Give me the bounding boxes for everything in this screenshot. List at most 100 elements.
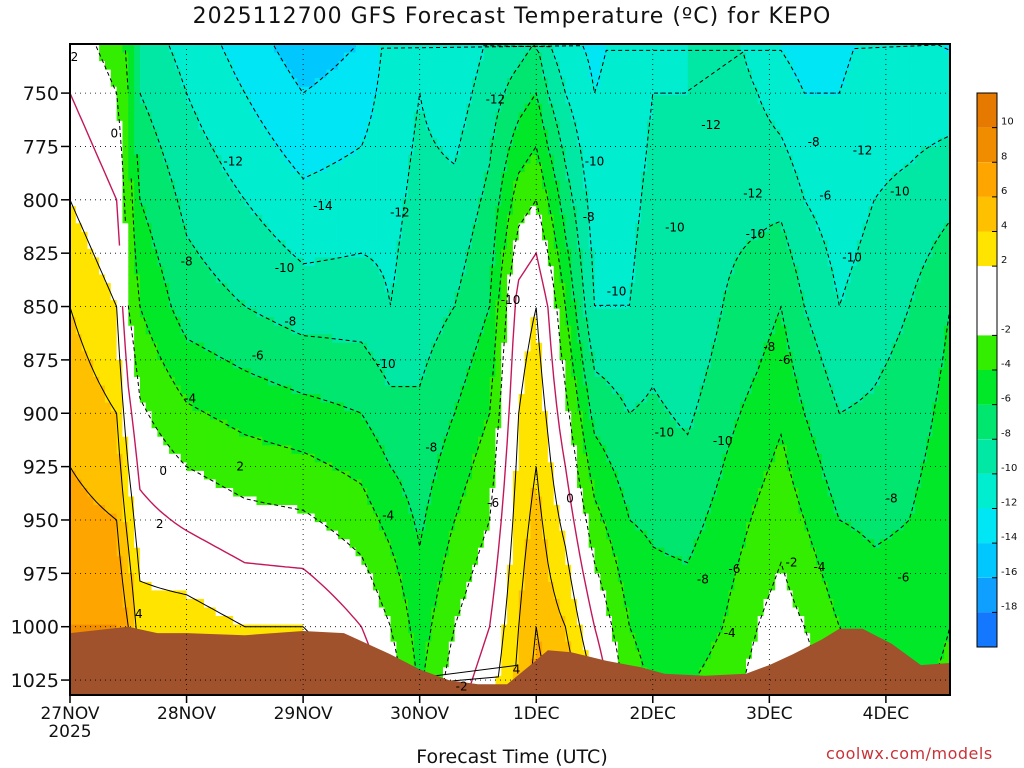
heat-cell <box>343 564 351 574</box>
heat-cell <box>163 283 170 293</box>
heat-cell <box>384 633 392 643</box>
heat-cell <box>122 479 129 489</box>
heat-cell <box>396 581 403 592</box>
heat-cell <box>297 624 304 634</box>
heat-cell <box>442 86 450 96</box>
heat-cell <box>134 436 141 446</box>
heat-cell <box>157 342 164 352</box>
heat-cell <box>99 479 106 489</box>
heat-cell <box>134 317 141 327</box>
heat-cell <box>343 308 351 318</box>
heat-cell <box>349 607 357 617</box>
heat-cell <box>303 172 310 182</box>
heat-cell <box>419 624 427 634</box>
heat-cell <box>408 445 415 455</box>
heat-cell <box>378 137 386 148</box>
heat-cell <box>326 445 333 455</box>
heat-cell <box>413 112 421 122</box>
heat-cell <box>151 394 159 404</box>
heat-cell <box>402 419 409 429</box>
heat-cell <box>204 359 211 370</box>
heat-cell <box>425 44 432 54</box>
heat-cell <box>314 616 322 626</box>
heat-cell <box>198 265 205 276</box>
heat-cell <box>151 385 159 395</box>
heat-cell <box>419 300 427 310</box>
heat-cell <box>419 180 427 190</box>
heat-cell <box>122 573 129 583</box>
heat-cell <box>425 206 432 216</box>
heat-cell <box>244 539 252 549</box>
heat-cell <box>70 78 77 88</box>
heat-cell <box>297 172 304 182</box>
heat-cell <box>209 573 217 583</box>
heat-cell <box>408 590 415 600</box>
heat-cell <box>233 120 240 130</box>
heat-cell <box>215 624 223 634</box>
heat-cell <box>244 487 252 498</box>
heat-cell <box>116 189 124 199</box>
heat-cell <box>413 129 421 139</box>
heat-cell <box>413 428 421 438</box>
heat-cell <box>256 163 263 173</box>
heat-cell <box>180 547 188 557</box>
heat-cell <box>151 317 159 327</box>
heat-cell <box>215 394 223 404</box>
heat-cell <box>93 522 100 532</box>
heat-cell <box>134 189 141 199</box>
heat-cell <box>262 505 269 515</box>
heat-cell <box>139 283 147 293</box>
heat-cell <box>367 351 374 361</box>
heat-cell <box>87 368 94 378</box>
heat-cell <box>151 291 159 301</box>
heat-cell <box>169 624 176 634</box>
heat-cell <box>186 137 193 148</box>
heat-cell <box>425 146 432 156</box>
heat-cell <box>285 564 293 574</box>
heat-cell <box>104 547 112 557</box>
heat-cell <box>128 283 135 293</box>
heat-cell <box>396 308 403 318</box>
heat-cell <box>204 120 211 130</box>
heat-cell <box>343 214 351 224</box>
heat-cell <box>239 317 246 327</box>
heat-cell <box>419 607 427 617</box>
heat-cell <box>163 120 170 130</box>
heat-cell <box>431 539 438 549</box>
heat-cell <box>378 513 386 523</box>
heat-cell <box>303 240 310 250</box>
heat-cell <box>373 69 380 79</box>
heat-cell <box>110 445 118 455</box>
heat-cell <box>291 52 298 62</box>
heat-cell <box>239 291 246 301</box>
heat-cell <box>174 436 182 446</box>
heat-cell <box>332 146 339 156</box>
heat-cell <box>221 351 228 361</box>
heat-cell <box>198 445 205 455</box>
heat-cell <box>134 394 141 404</box>
heat-cell <box>361 214 368 224</box>
heat-cell <box>338 462 345 472</box>
heat-cell <box>87 172 94 182</box>
heat-cell <box>437 513 444 523</box>
heat-cell <box>233 573 240 583</box>
heat-cell <box>384 616 392 626</box>
heat-cell <box>128 351 135 361</box>
heat-cell <box>128 513 135 523</box>
heat-cell <box>291 539 298 549</box>
heat-cell <box>343 556 351 566</box>
heat-cell <box>116 231 124 241</box>
heat-cell <box>332 385 339 395</box>
heat-cell <box>70 44 77 54</box>
heat-cell <box>273 624 281 634</box>
heat-cell <box>425 325 432 335</box>
heat-cell <box>402 154 409 165</box>
heat-cell <box>373 513 380 523</box>
heat-cell <box>262 69 269 79</box>
heat-cell <box>285 172 293 182</box>
heat-cell <box>180 505 188 515</box>
heat-cell <box>134 385 141 395</box>
heat-cell <box>442 342 450 352</box>
heat-cell <box>442 44 450 54</box>
heat-cell <box>279 590 287 600</box>
